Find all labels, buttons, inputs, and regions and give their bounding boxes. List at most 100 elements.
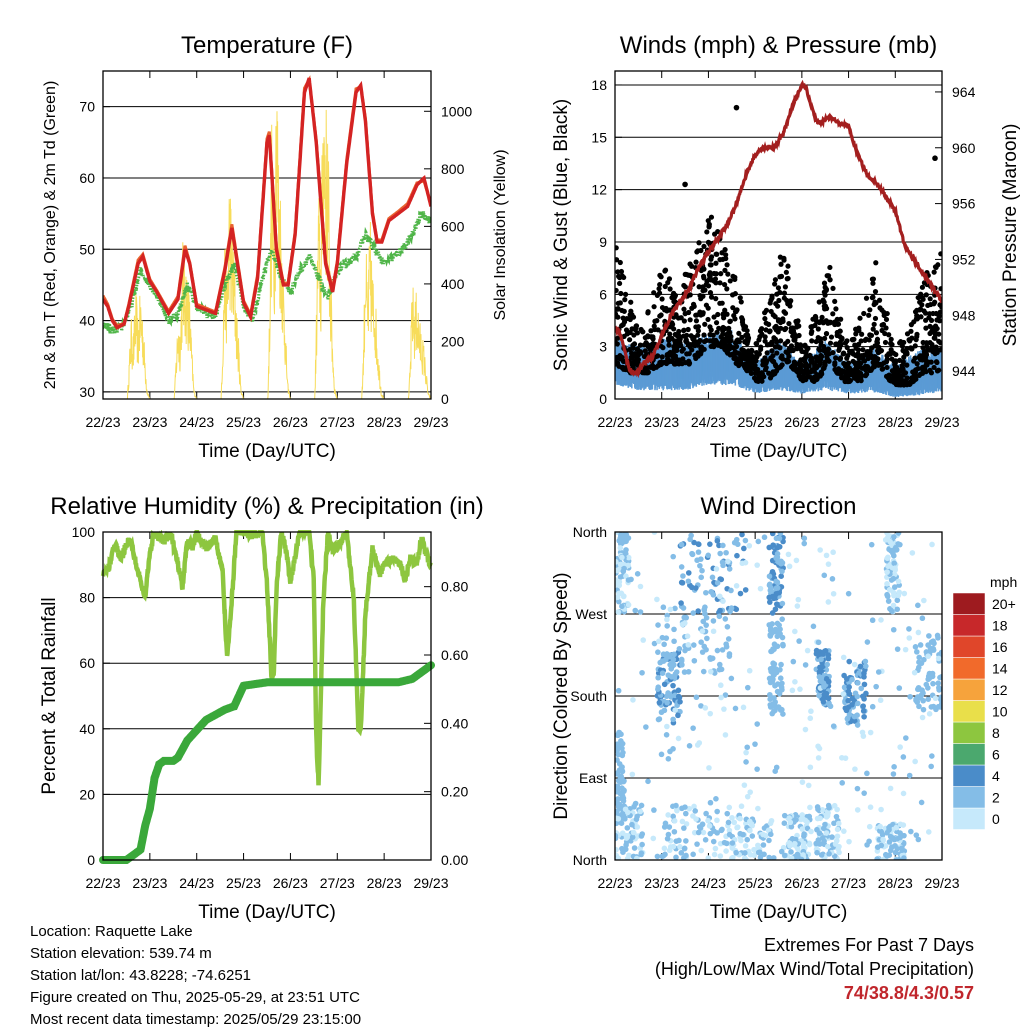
- y-tick-label: 0: [87, 852, 95, 868]
- gust-point: [764, 342, 771, 348]
- plot-frame: [102, 531, 432, 861]
- legend-label: 16: [992, 639, 1008, 655]
- gust-point: [762, 316, 768, 322]
- direction-point: [902, 646, 909, 653]
- y-axis-label: Percent & Total Rainfall: [39, 597, 60, 794]
- gust-point: [818, 356, 824, 363]
- gust-point: [738, 299, 744, 305]
- direction-point: [861, 713, 867, 720]
- gust-outlier: [682, 181, 688, 188]
- direction-point: [665, 690, 671, 696]
- gust-point: [621, 308, 627, 314]
- gust-point: [727, 318, 733, 325]
- direction-point: [793, 557, 800, 564]
- direction-point: [705, 855, 712, 860]
- direction-point: [774, 550, 781, 557]
- direction-point: [852, 766, 858, 772]
- direction-point: [637, 583, 644, 590]
- direction-point: [892, 565, 898, 572]
- gust-point: [615, 287, 619, 294]
- direction-point: [797, 686, 803, 692]
- direction-point: [615, 796, 621, 802]
- legend-swatch: [952, 764, 986, 787]
- direction-point: [844, 716, 851, 722]
- legend-label: 2: [992, 789, 1000, 805]
- gust-point: [798, 376, 804, 382]
- direction-point: [755, 849, 762, 856]
- direction-point: [754, 562, 760, 568]
- gust-point: [631, 351, 638, 357]
- direction-point: [890, 626, 897, 633]
- gust-point: [713, 260, 719, 266]
- direction-point: [801, 831, 807, 837]
- direction-point: [697, 562, 703, 569]
- gust-point: [617, 259, 623, 266]
- direction-point: [915, 629, 922, 636]
- gust-point: [894, 364, 900, 371]
- direction-point: [897, 821, 904, 828]
- gust-point: [640, 329, 646, 335]
- gust-point: [727, 278, 733, 284]
- direction-points: [615, 532, 942, 860]
- direction-point: [821, 683, 827, 690]
- direction-point: [892, 842, 898, 849]
- temperature-series: [103, 75, 431, 399]
- gust-point: [725, 271, 731, 277]
- direction-point: [808, 708, 814, 715]
- gust-point: [935, 262, 941, 268]
- gust-point: [619, 323, 625, 329]
- gust-point: [713, 320, 720, 326]
- gust-point: [844, 344, 850, 351]
- direction-point: [670, 843, 677, 850]
- x-tick-label: 23/23: [132, 875, 167, 891]
- x-tick-label: 28/23: [878, 875, 913, 891]
- gust-point: [657, 281, 663, 288]
- gust-point: [749, 360, 755, 366]
- direction-point: [671, 828, 678, 835]
- gust-point: [712, 276, 719, 282]
- gust-point: [652, 326, 658, 333]
- gust-point: [703, 302, 710, 308]
- direction-point: [725, 819, 732, 826]
- direction-point: [638, 802, 645, 809]
- direction-point: [661, 641, 667, 648]
- direction-point: [722, 732, 729, 738]
- direction-point: [660, 604, 667, 611]
- direction-point: [816, 669, 823, 675]
- direction-point: [829, 834, 835, 840]
- direction-point: [777, 675, 784, 682]
- gust-point: [615, 339, 618, 345]
- direction-point: [839, 754, 845, 761]
- y-tick-label: 20: [79, 786, 95, 802]
- direction-point: [716, 613, 723, 620]
- direction-point: [675, 687, 682, 694]
- direction-point: [805, 782, 812, 789]
- direction-point: [799, 826, 806, 832]
- gust-point: [821, 280, 828, 286]
- gust-point: [679, 348, 685, 354]
- gust-point: [820, 297, 826, 303]
- direction-point: [896, 685, 903, 691]
- gust-point: [687, 317, 693, 323]
- gust-point: [756, 337, 762, 343]
- gust-point: [839, 367, 845, 374]
- gust-point: [791, 365, 797, 371]
- direction-point: [825, 561, 832, 567]
- direction-point: [639, 831, 646, 837]
- direction-point: [834, 826, 841, 833]
- station-pressure-line: [615, 79, 942, 379]
- gust-point: [879, 322, 885, 328]
- gust-point: [684, 351, 690, 357]
- y-right-tick-label: 944: [952, 363, 976, 379]
- direction-point: [863, 690, 869, 697]
- gust-point: [809, 368, 816, 374]
- direction-point: [774, 643, 781, 650]
- direction-point: [667, 606, 674, 613]
- gust-point: [802, 343, 808, 349]
- gust-point: [864, 371, 870, 377]
- direction-point: [616, 582, 623, 589]
- gust-point: [754, 341, 760, 347]
- gust-point: [863, 295, 870, 301]
- direction-point: [625, 554, 632, 561]
- direction-point: [615, 744, 620, 751]
